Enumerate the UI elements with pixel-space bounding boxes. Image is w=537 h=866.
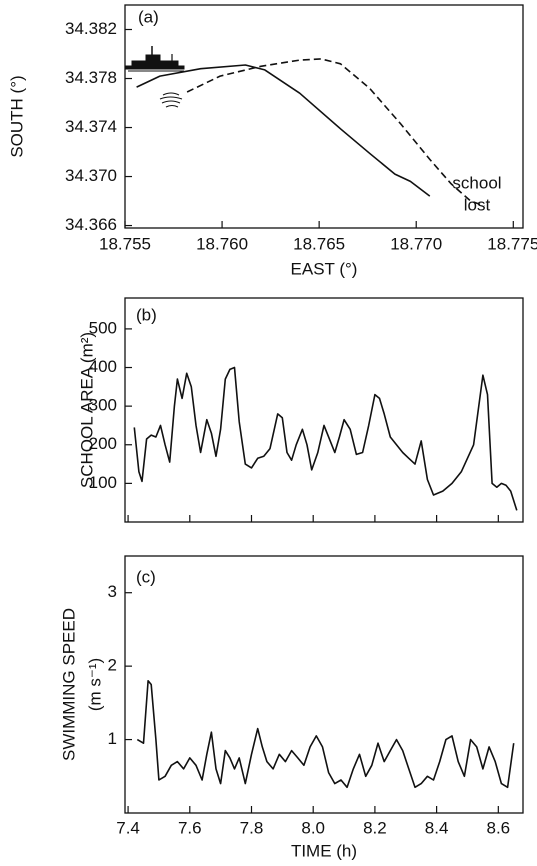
annotation: school <box>452 173 501 192</box>
y-tick-label: 34.370 <box>65 166 117 185</box>
plot-frame <box>124 297 524 523</box>
panel-label: (b) <box>136 305 157 324</box>
y-tick-label: 100 <box>89 473 117 492</box>
x-tick-label: 8.6 <box>486 818 510 837</box>
x-tick-label: 18.760 <box>196 234 248 253</box>
plot-frame <box>124 555 524 814</box>
x-tick-label: 18.765 <box>293 234 345 253</box>
y-tick-label: 3 <box>108 582 117 601</box>
x-tick-label: 18.775 <box>487 234 537 253</box>
data-line <box>133 366 518 511</box>
x-tick-label: 8.4 <box>425 818 449 837</box>
x-axis-title: TIME (h) <box>291 841 357 860</box>
y-tick-label: 34.366 <box>65 215 117 234</box>
y-tick-label: 400 <box>89 357 117 376</box>
y-tick-label: 34.374 <box>65 117 117 136</box>
x-tick-label: 7.6 <box>178 818 202 837</box>
data-line <box>136 64 431 197</box>
fish-icon <box>159 92 183 108</box>
y-axis-title: SCHOOL AREA (m²) <box>77 332 96 488</box>
x-tick-label: 8.0 <box>301 818 325 837</box>
y-tick-label: 34.378 <box>65 68 117 87</box>
x-tick-label: 18.770 <box>390 234 442 253</box>
y-tick-label: 1 <box>108 729 117 748</box>
y-tick-label: 500 <box>89 318 117 337</box>
x-tick-label: 7.4 <box>116 818 140 837</box>
data-line <box>136 680 515 789</box>
panel-label: (c) <box>136 567 156 586</box>
y-axis-title: (m s⁻¹) <box>85 658 104 711</box>
y-tick-label: 200 <box>89 434 117 453</box>
y-axis-title: SOUTH (°) <box>7 75 26 157</box>
x-tick-label: 7.8 <box>240 818 264 837</box>
y-tick-label: 2 <box>108 656 117 675</box>
plot-frame <box>124 4 524 229</box>
x-axis-title: EAST (°) <box>291 259 358 278</box>
x-tick-label: 18.755 <box>99 234 151 253</box>
annotation: lost <box>464 195 491 214</box>
y-axis-title: SWIMMING SPEED <box>59 608 78 761</box>
ship-icon <box>125 46 185 72</box>
y-tick-label: 300 <box>89 396 117 415</box>
y-tick-label: 34.382 <box>65 19 117 38</box>
x-tick-label: 8.2 <box>363 818 387 837</box>
data-line <box>186 58 485 207</box>
panel-label: (a) <box>138 7 159 26</box>
